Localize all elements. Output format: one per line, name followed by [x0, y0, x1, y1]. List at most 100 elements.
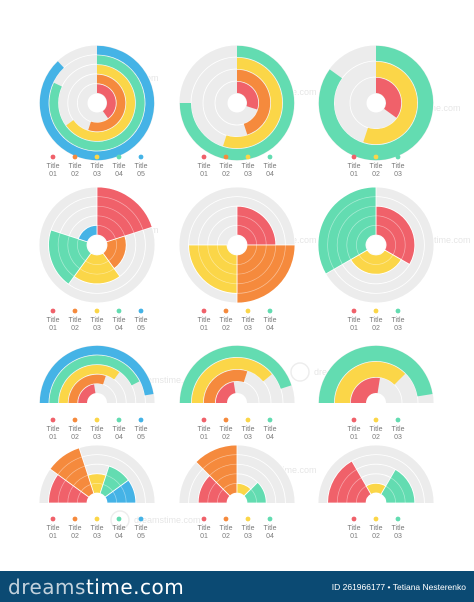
legend-label: Title	[220, 163, 233, 170]
bar-title-01[interactable]	[215, 382, 236, 403]
slice-title-04[interactable]	[48, 229, 92, 285]
legend-dot	[223, 417, 229, 423]
legend-number: 01	[200, 434, 208, 441]
slice-title-02[interactable]	[195, 444, 238, 497]
slice-ring	[236, 215, 267, 246]
bar-title-02[interactable]	[334, 361, 406, 403]
slice-ring	[79, 268, 115, 275]
legend-label: Title	[47, 426, 60, 433]
slice-ring	[346, 215, 377, 260]
bar-title-03[interactable]	[59, 364, 120, 403]
bar-title-02[interactable]	[363, 61, 418, 145]
chart-ring	[317, 44, 435, 162]
legend-number: 01	[350, 434, 358, 441]
chart-ring	[317, 444, 435, 504]
bar-title-01[interactable]	[376, 77, 402, 118]
legend-number: 01	[350, 325, 358, 332]
slice-title-04[interactable]	[243, 481, 267, 504]
legend-label: Title	[91, 163, 104, 170]
bar-title-03[interactable]	[223, 57, 283, 149]
slice-ring	[358, 254, 394, 265]
legend-number: 03	[244, 325, 252, 332]
legend-label: Title	[264, 163, 277, 170]
legend-number: 01	[200, 533, 208, 540]
bar-title-04[interactable]	[49, 355, 140, 403]
legend-number: 01	[200, 325, 208, 332]
bar-title-03[interactable]	[191, 357, 272, 403]
legend-label: Title	[113, 525, 126, 532]
center-hole	[366, 235, 386, 255]
legend-dot	[116, 154, 122, 160]
bar-title-02[interactable]	[68, 374, 106, 403]
slice-ring	[67, 235, 81, 269]
legend-dot	[94, 417, 100, 423]
slice-ring	[96, 205, 135, 234]
legend-dot	[138, 417, 144, 423]
slice-title-01[interactable]	[375, 205, 416, 265]
slice-title-03[interactable]	[380, 468, 416, 504]
legend-label: Title	[348, 163, 361, 170]
slice-ring	[65, 465, 86, 481]
slice-title-02[interactable]	[49, 447, 95, 498]
brand-logo[interactable]: dreamstime.com	[8, 575, 184, 599]
legend-dot	[116, 308, 122, 314]
bar-title-02[interactable]	[88, 74, 126, 132]
legend-label: Title	[370, 525, 383, 532]
legend-number: 04	[266, 171, 274, 178]
legend-label: Title	[370, 317, 383, 324]
legend-dot	[138, 154, 144, 160]
center-hole	[87, 235, 107, 255]
slice-title-02[interactable]	[350, 249, 402, 275]
legend-label: Title	[198, 163, 211, 170]
legend-dot	[267, 417, 273, 423]
legend-dot	[223, 308, 229, 314]
bar-title-02[interactable]	[237, 69, 271, 135]
slice-ring	[67, 485, 74, 504]
legend-number: 02	[71, 171, 79, 178]
legend-number: 01	[49, 171, 57, 178]
bar-title-03[interactable]	[318, 345, 433, 403]
slice-ring	[57, 232, 75, 277]
slice-title-01[interactable]	[236, 205, 277, 246]
bar-title-01[interactable]	[350, 377, 380, 403]
chart-ring	[317, 344, 435, 404]
slice-title-05[interactable]	[104, 479, 137, 504]
slice-title-01[interactable]	[327, 460, 372, 504]
legend-dot	[245, 516, 251, 522]
slice-ring	[105, 474, 121, 487]
bar-title-01[interactable]	[237, 81, 259, 110]
bar-title-01[interactable]	[78, 384, 96, 403]
legend-number: 02	[71, 325, 79, 332]
bar-title-01[interactable]	[97, 84, 116, 119]
slice-title-03[interactable]	[317, 186, 377, 275]
legend-dot	[395, 154, 401, 160]
slice-title-01[interactable]	[96, 186, 153, 243]
bar-title-05[interactable]	[39, 345, 154, 403]
slice-ring	[236, 244, 267, 275]
slice-title-03[interactable]	[188, 244, 238, 294]
slice-title-02[interactable]	[236, 244, 296, 304]
legend-label: Title	[198, 317, 211, 324]
slice-ring	[236, 244, 257, 265]
bar-title-04[interactable]	[179, 345, 292, 403]
slice-ring	[236, 244, 286, 294]
legend-label: Title	[69, 163, 82, 170]
brand-prefix: dreams	[8, 574, 86, 599]
slice-ring	[216, 473, 238, 483]
legend-dot	[373, 516, 379, 522]
legend-label: Title	[264, 525, 277, 532]
legend-label: Title	[392, 525, 405, 532]
legend-label: Title	[91, 317, 104, 324]
slice-title-05[interactable]	[77, 224, 98, 243]
legend-dot	[50, 417, 56, 423]
chart-ring	[38, 44, 156, 162]
legend-dot	[138, 516, 144, 522]
legend-label: Title	[392, 426, 405, 433]
bar-title-02[interactable]	[203, 369, 248, 403]
legend-dot	[245, 417, 251, 423]
legend-number: 03	[93, 325, 101, 332]
legend-dot	[351, 154, 357, 160]
